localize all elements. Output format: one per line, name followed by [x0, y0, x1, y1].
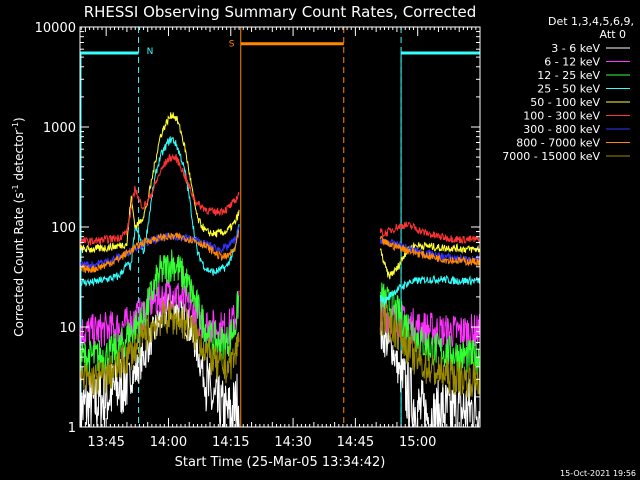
legend-label: 7000 - 15000 keV [502, 150, 600, 163]
night-label: N [147, 47, 154, 57]
x-tick-label: 15:00 [399, 435, 436, 450]
y-tick-label: 1 [68, 421, 76, 436]
series-line-8-seg1 [379, 303, 480, 398]
y-axis-label-sup1: -1 [11, 184, 20, 192]
x-axis-label: Start Time (25-Mar-05 13:34:42) [175, 455, 386, 470]
legend-label: 100 - 300 keV [523, 110, 600, 123]
timestamp: 15-Oct-2021 19:56 [560, 469, 636, 478]
series-line-4-seg1 [379, 242, 480, 280]
x-tick-label: 14:15 [212, 435, 249, 450]
x-tick-label: 14:00 [150, 435, 187, 450]
y-tick-label: 100 [51, 221, 76, 236]
annotation-layer: NS [80, 27, 480, 427]
legend-label: 25 - 50 keV [537, 83, 600, 96]
legend-label: 50 - 100 keV [530, 96, 600, 109]
x-tick-label: 14:30 [274, 435, 311, 450]
legend-label: 300 - 800 keV [523, 123, 600, 136]
x-tick-label: 14:45 [337, 435, 374, 450]
y-tick-label: 1000 [43, 121, 76, 136]
series-line-3-seg1 [379, 274, 480, 307]
axis-ticks: 1 10 100 1000 10000 13:45 14:00 14:15 14:30 14:45… [35, 21, 480, 450]
y-axis-label-sup2: -1 [11, 122, 20, 130]
legend-label: 800 - 7000 keV [516, 137, 600, 150]
y-tick-label: 10000 [35, 21, 76, 36]
legend-label: 6 - 12 keV [544, 56, 600, 69]
y-axis-label: Corrected Count Rate (s-1 detector-1) [11, 117, 26, 336]
legend-label: 3 - 6 keV [551, 42, 600, 55]
x-tick-label: 13:45 [87, 435, 124, 450]
chart-title: RHESSI Observing Summary Count Rates, Co… [84, 3, 477, 21]
y-axis-label-end: ) [12, 117, 26, 122]
legend-header-line2: Att 0 [600, 28, 626, 41]
series-line-2-seg1 [379, 282, 480, 376]
series-layer [79, 112, 480, 428]
legend-label: 12 - 25 keV [537, 69, 600, 82]
y-axis-label-tail: detector [12, 130, 26, 185]
plot-frame [79, 26, 481, 428]
series-line-7-seg0 [79, 230, 239, 273]
series-line-5-seg0 [79, 153, 240, 246]
series-line-7-seg1 [379, 235, 480, 267]
series-line-4-seg0 [79, 112, 240, 254]
series-line-5-seg1 [379, 221, 480, 244]
y-tick-label: 10 [59, 321, 76, 336]
series-line-8-seg0 [79, 299, 240, 396]
y-axis-label-main: Corrected Count Rate (s [12, 192, 26, 336]
legend-header-line1: Det 1,3,4,5,6,9, [548, 15, 634, 28]
saa-label: S [229, 40, 235, 50]
series-line-3-seg0 [80, 135, 240, 288]
series-line-6-seg0 [79, 226, 240, 269]
series-line-1-seg0 [79, 279, 240, 349]
